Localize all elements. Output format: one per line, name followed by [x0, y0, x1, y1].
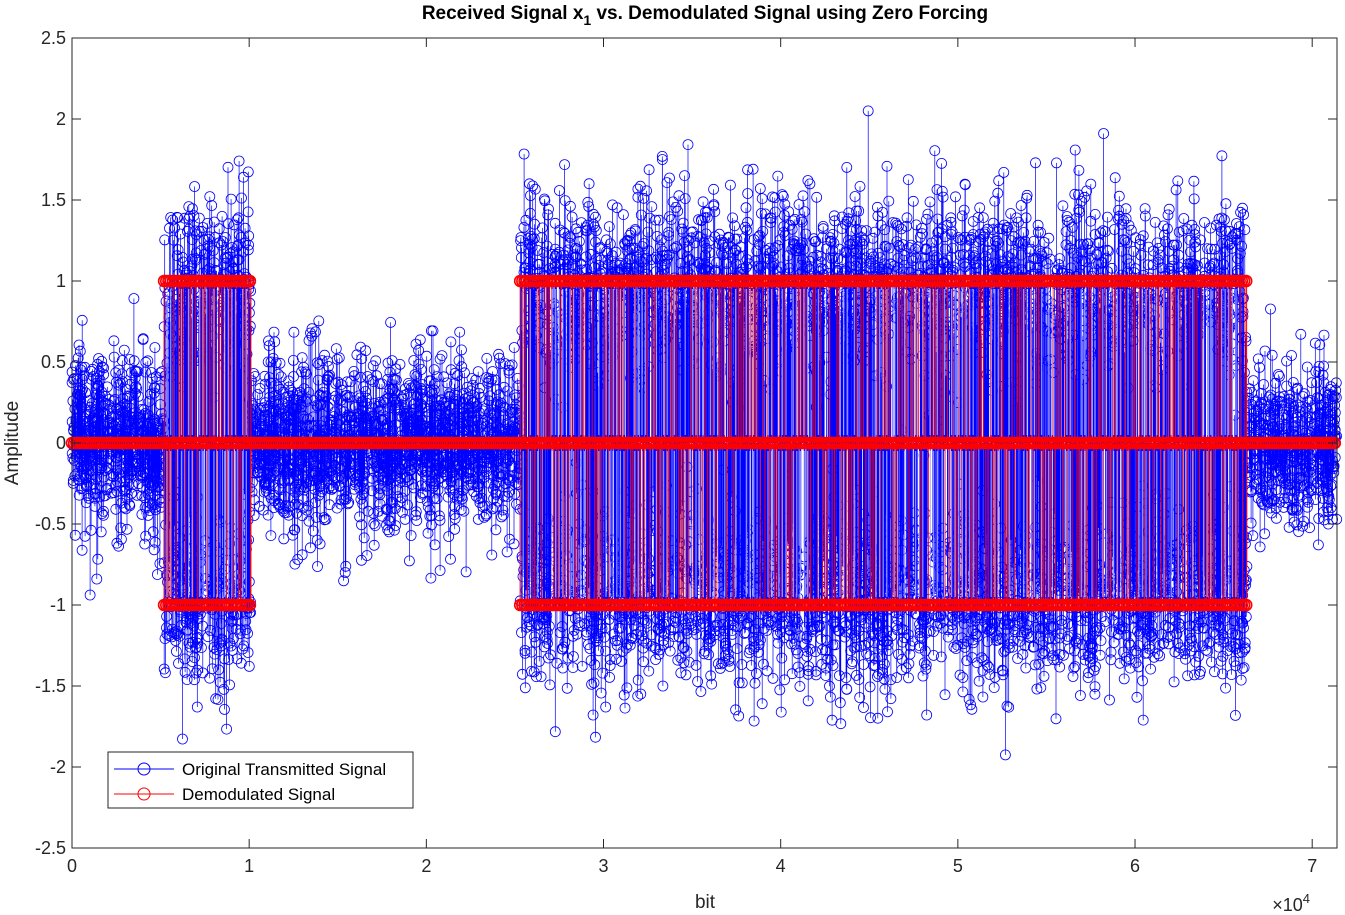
y-tick-label: -1.5	[35, 676, 66, 696]
x-tick-label: 6	[1130, 856, 1140, 876]
x-tick-label: 4	[776, 856, 786, 876]
legend-marker-blue	[137, 762, 151, 776]
x-tick-label: 3	[599, 856, 609, 876]
y-tick-label: 0.5	[41, 352, 66, 372]
y-tick-label: -0.5	[35, 514, 66, 534]
red-gap-accents	[166, 289, 1237, 597]
y-tick-label: 1.5	[41, 190, 66, 210]
x-axis-exponent: ×104	[1272, 891, 1310, 915]
y-tick-label: 0	[56, 433, 66, 453]
legend-label-original: Original Transmitted Signal	[182, 760, 386, 779]
x-axis-label: bit	[695, 892, 716, 913]
legend: Original Transmitted Signal Demodulated …	[107, 751, 414, 809]
y-tick-label: 1	[56, 271, 66, 291]
legend-box	[107, 751, 414, 809]
y-tick-label: -1	[50, 595, 66, 615]
chart-title: Received Signal x1 vs. Demodulated Signa…	[422, 3, 988, 28]
demodulated-signal-series	[65, 274, 1342, 612]
y-tick-label: -2	[50, 757, 66, 777]
red-markers	[65, 274, 1342, 612]
y-tick-label: 2.5	[41, 28, 66, 48]
legend-marker-red	[137, 787, 151, 801]
x-tick-label: 0	[67, 856, 77, 876]
y-tick-label: 2	[56, 109, 66, 129]
legend-label-demodulated: Demodulated Signal	[182, 785, 335, 804]
x-tick-label: 5	[953, 856, 963, 876]
y-axis-label: Amplitude	[2, 401, 23, 486]
y-tick-label: -2.5	[35, 838, 66, 858]
x-tick-label: 1	[244, 856, 254, 876]
x-tick-label: 2	[421, 856, 431, 876]
y-axis-ticks: -2.5 -2 -1.5 -1 -0.5 0 0.5 1 1.5 2 2.5	[35, 28, 1337, 858]
x-axis-ticks: 0 1 2 3 4 5 6 7	[67, 38, 1317, 876]
x-tick-label: 7	[1307, 856, 1317, 876]
